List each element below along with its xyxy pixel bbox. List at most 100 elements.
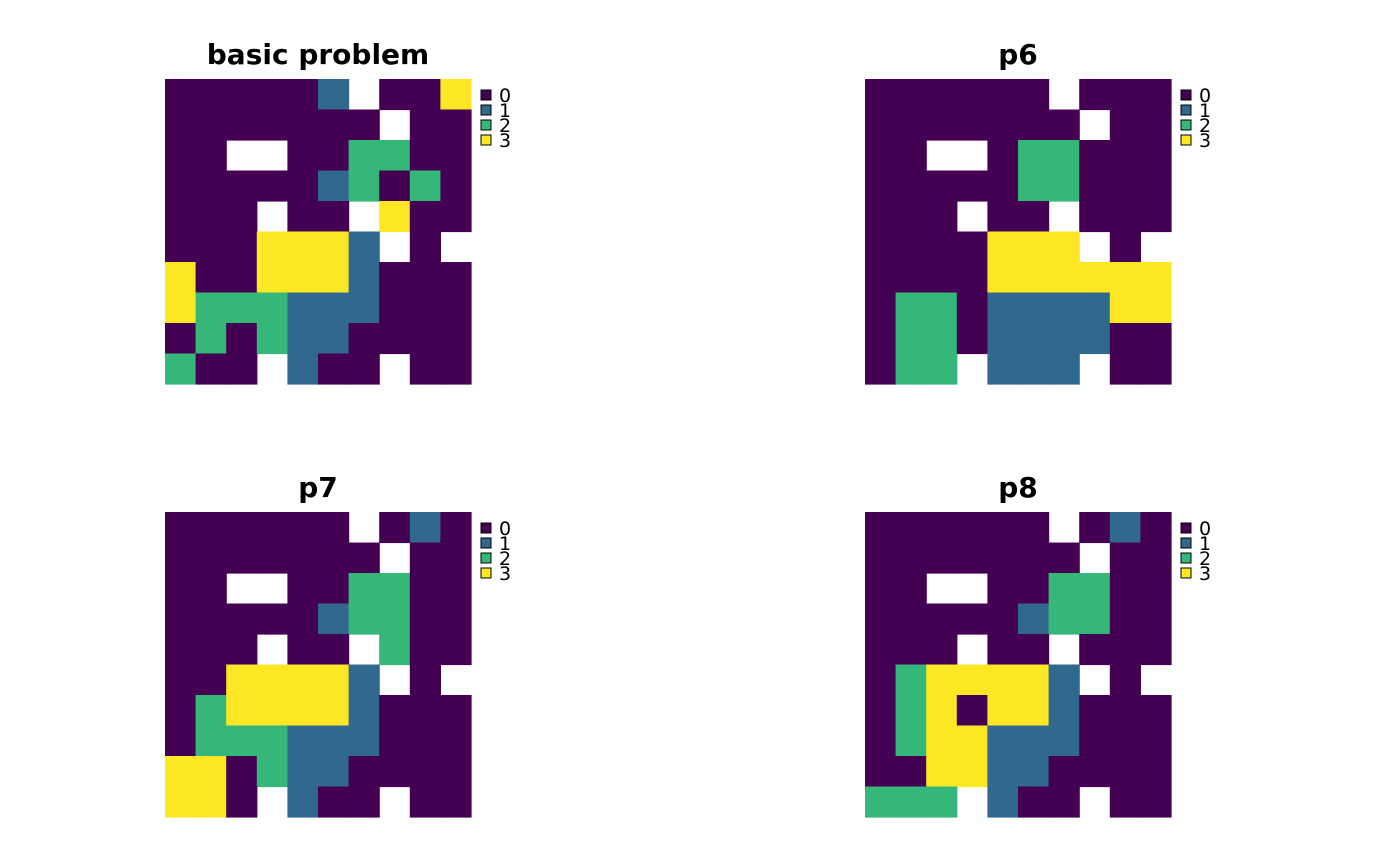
raster-cell	[226, 695, 258, 727]
raster-cell	[1140, 262, 1172, 294]
raster-cell	[226, 725, 258, 757]
raster-cell	[379, 140, 411, 172]
raster-cell	[865, 323, 897, 355]
raster-cell	[865, 725, 897, 757]
raster-cell	[379, 603, 411, 635]
legend-swatch	[1180, 89, 1192, 101]
raster-cell	[348, 109, 380, 141]
raster-cell	[865, 756, 897, 788]
legend-label: 2	[1199, 115, 1211, 137]
raster-cell	[865, 109, 897, 141]
raster-cell	[987, 603, 1019, 635]
raster-cell	[287, 695, 319, 727]
raster-cell	[440, 262, 472, 294]
raster-cell	[1109, 292, 1141, 324]
raster-cell	[1109, 109, 1141, 141]
raster-cell	[256, 109, 288, 141]
raster-cell	[409, 109, 441, 141]
raster-cell	[926, 201, 958, 233]
raster-cell	[926, 109, 958, 141]
raster-cell	[409, 231, 441, 263]
raster-cell	[195, 292, 227, 324]
raster-cell	[1079, 512, 1111, 544]
raster-cell	[926, 292, 958, 324]
raster-cell	[1018, 725, 1050, 757]
raster-cell	[1018, 292, 1050, 324]
raster-cell	[926, 323, 958, 355]
raster-cell	[1079, 756, 1111, 788]
raster-cell	[318, 512, 350, 544]
raster-cell	[895, 231, 927, 263]
legend-label: 1	[499, 100, 511, 122]
raster-cell	[895, 725, 927, 757]
raster-cell	[256, 79, 288, 111]
raster-cell	[256, 756, 288, 788]
raster-cell	[926, 725, 958, 757]
raster-cell	[895, 170, 927, 202]
raster-cell	[165, 109, 197, 141]
raster-cell	[1109, 201, 1141, 233]
raster-cell	[1109, 231, 1141, 263]
raster-cell	[440, 634, 472, 666]
raster-cell	[956, 323, 988, 355]
panel-title: p7	[298, 471, 338, 504]
raster-cell	[1048, 603, 1080, 635]
legend-swatch	[480, 104, 492, 116]
raster-cell	[318, 786, 350, 818]
raster-cell	[895, 756, 927, 788]
legend-label: 0	[499, 518, 511, 540]
raster-cell	[318, 573, 350, 605]
raster-cell	[987, 725, 1019, 757]
raster-cell	[409, 170, 441, 202]
raster-cell	[1048, 542, 1080, 574]
raster-cell	[1048, 323, 1080, 355]
raster-cell	[226, 634, 258, 666]
raster-cell	[865, 512, 897, 544]
raster-cell	[409, 323, 441, 355]
raster-cell	[287, 603, 319, 635]
raster-cell	[409, 353, 441, 385]
raster-cell	[865, 695, 897, 727]
raster-cell	[318, 79, 350, 111]
raster-cell	[348, 725, 380, 757]
raster-cell	[895, 573, 927, 605]
raster-cell	[348, 292, 380, 324]
raster-cell	[1018, 170, 1050, 202]
legend-label: 2	[1199, 548, 1211, 570]
legend-swatch	[480, 537, 492, 549]
raster-cell	[195, 603, 227, 635]
raster-cell	[165, 231, 197, 263]
raster-cell	[865, 140, 897, 172]
raster-cell	[409, 201, 441, 233]
raster-cell	[926, 170, 958, 202]
raster-cell	[256, 725, 288, 757]
raster-cell	[256, 292, 288, 324]
raster-cell	[195, 323, 227, 355]
raster-cell	[865, 664, 897, 696]
raster-cell	[348, 786, 380, 818]
raster-cell	[926, 231, 958, 263]
raster-cell	[440, 695, 472, 727]
raster-cell	[409, 634, 441, 666]
raster-cell	[165, 603, 197, 635]
raster-cell	[987, 140, 1019, 172]
raster-cell	[1048, 756, 1080, 788]
raster-cell	[1109, 603, 1141, 635]
raster-cell	[256, 512, 288, 544]
raster-cell	[926, 786, 958, 818]
raster-cell	[195, 756, 227, 788]
raster-cell	[348, 573, 380, 605]
raster-cell	[895, 201, 927, 233]
raster-cell	[865, 786, 897, 818]
raster-cell	[165, 756, 197, 788]
raster-cell	[195, 695, 227, 727]
raster-cell	[318, 603, 350, 635]
raster-cell	[1079, 292, 1111, 324]
raster-cell	[1140, 79, 1172, 111]
legend-label: 3	[499, 563, 511, 585]
raster-cell	[1018, 201, 1050, 233]
raster-cell	[1140, 725, 1172, 757]
legend-swatch	[480, 552, 492, 564]
legend-label: 1	[499, 533, 511, 555]
